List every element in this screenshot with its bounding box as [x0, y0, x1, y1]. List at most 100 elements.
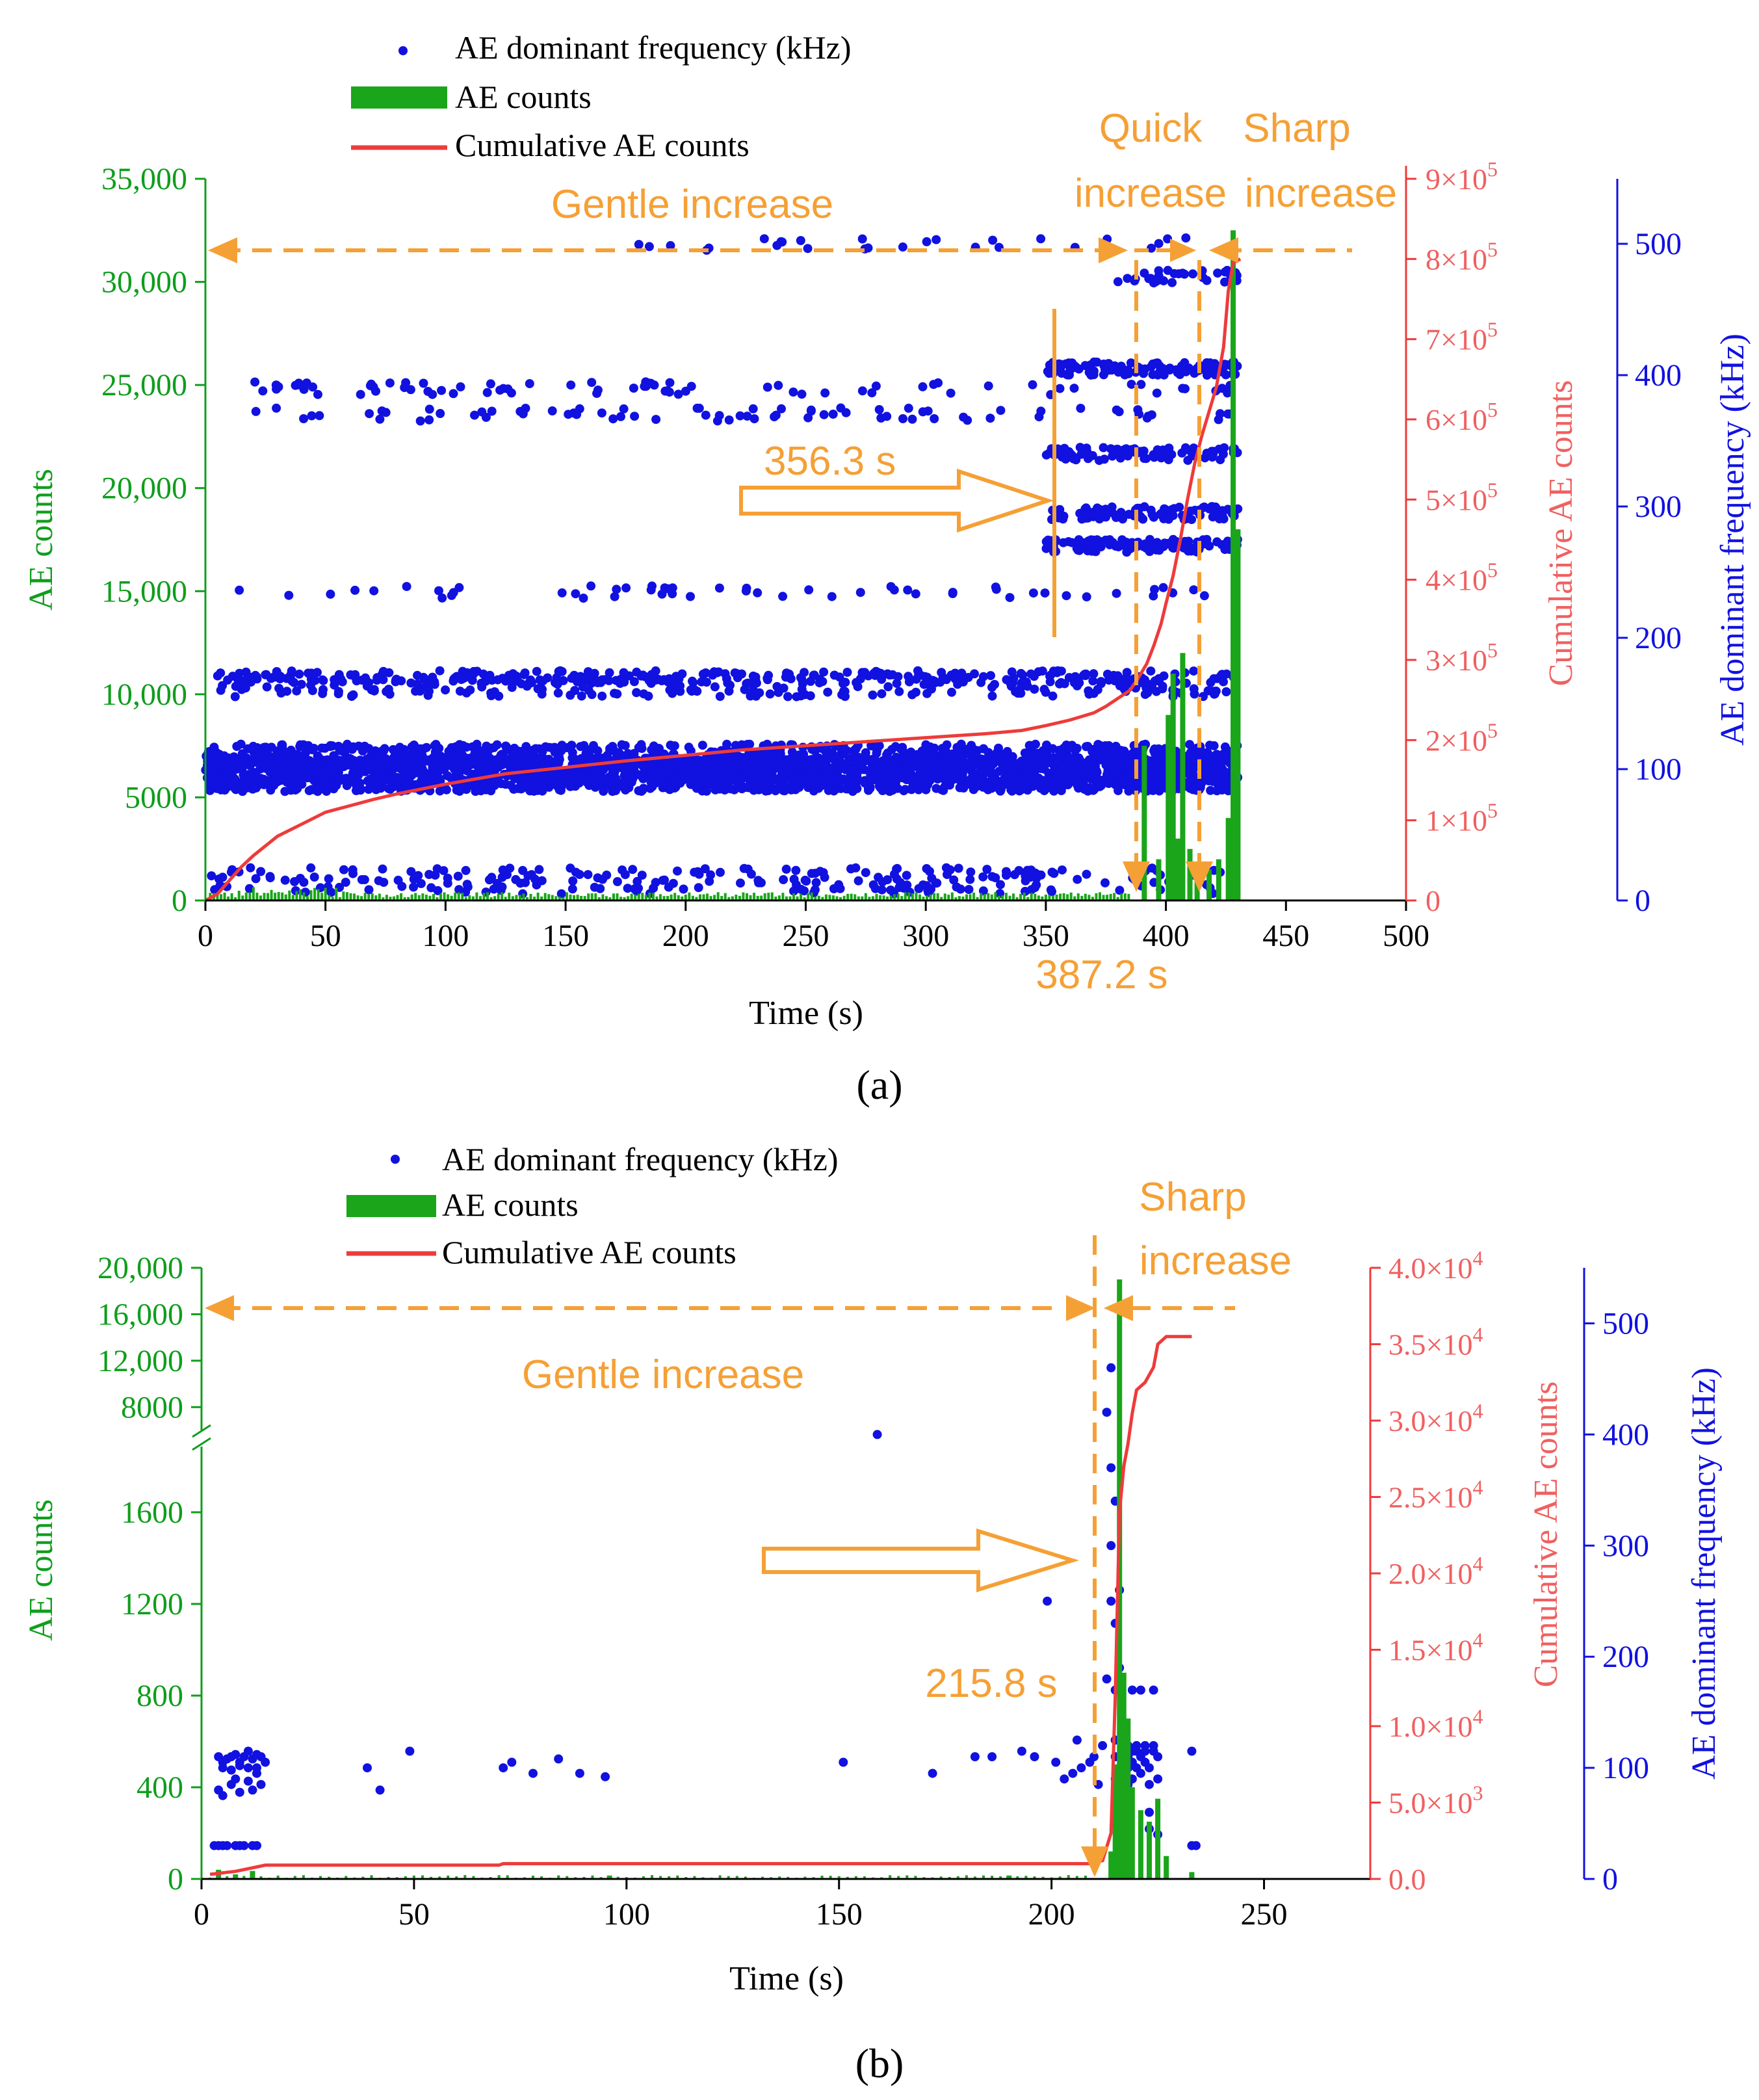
- frequency-point: [537, 876, 547, 886]
- frequency-point: [428, 761, 437, 770]
- frequency-point: [996, 406, 1006, 415]
- frequency-point: [478, 669, 488, 679]
- frequency-point: [886, 582, 896, 592]
- frequency-point: [826, 785, 835, 794]
- frequency-point: [554, 1754, 564, 1764]
- frequency-point: [800, 875, 810, 885]
- frequency-point: [608, 414, 618, 424]
- frequency-point: [1158, 363, 1168, 373]
- frequency-point: [756, 767, 766, 776]
- frequency-point: [1056, 666, 1066, 676]
- frequency-point: [400, 383, 410, 393]
- frequency-point: [378, 864, 387, 874]
- frequency-point: [275, 674, 285, 683]
- frequency-point: [415, 416, 425, 426]
- frequency-point: [1111, 542, 1121, 551]
- frequency-point: [1185, 740, 1195, 750]
- frequency-point: [222, 1841, 232, 1850]
- y-right2-tick-label: 100: [1635, 752, 1682, 787]
- frequency-point: [1126, 358, 1136, 368]
- x-tick-label: 0: [194, 1897, 209, 1932]
- frequency-point: [347, 744, 357, 754]
- frequency-point: [804, 585, 814, 595]
- frequency-point: [1000, 763, 1010, 772]
- frequency-point: [930, 414, 939, 423]
- frequency-point: [387, 780, 397, 789]
- frequency-point: [309, 744, 319, 753]
- frequency-point: [319, 774, 329, 783]
- frequency-point: [402, 757, 411, 767]
- frequency-point: [985, 413, 995, 423]
- frequency-point: [638, 774, 648, 783]
- frequency-point: [620, 741, 630, 750]
- frequency-point: [395, 742, 405, 752]
- frequency-point: [294, 751, 304, 760]
- frequency-point: [1124, 786, 1134, 796]
- frequency-point: [294, 669, 304, 679]
- frequency-point: [393, 875, 403, 885]
- frequency-point: [646, 778, 656, 787]
- panel-b: AE dominant frequency (kHz) AE counts Cu…: [23, 1141, 1723, 2086]
- frequency-point: [814, 774, 824, 784]
- frequency-point: [956, 753, 965, 763]
- frequency-point: [336, 761, 346, 771]
- frequency-point: [487, 676, 497, 685]
- frequency-point: [1036, 234, 1046, 244]
- frequency-point: [329, 751, 339, 761]
- frequency-point: [1106, 1463, 1116, 1473]
- frequency-point: [210, 746, 220, 755]
- frequency-point: [762, 382, 772, 392]
- frequency-point: [926, 746, 936, 756]
- frequency-point: [637, 871, 647, 880]
- legend-scatter-marker: [398, 46, 408, 55]
- frequency-point: [553, 679, 562, 689]
- frequency-point: [893, 783, 903, 793]
- y-right1-ticks-a: 01×1052×1053×1054×1055×1056×1057×1058×10…: [1406, 157, 1498, 917]
- legend-scatter-marker: [391, 1155, 400, 1164]
- frequency-point: [588, 774, 598, 784]
- gentle-arrow-right-head-a: [1099, 237, 1128, 263]
- frequency-point: [402, 582, 411, 592]
- frequency-point: [835, 672, 844, 682]
- frequency-point: [315, 411, 324, 421]
- frequency-point: [597, 675, 607, 685]
- frequency-point: [863, 243, 873, 253]
- frequency-point: [528, 1768, 538, 1778]
- frequency-point: [210, 885, 220, 895]
- frequency-point: [649, 741, 658, 751]
- frequency-point: [608, 742, 618, 752]
- frequency-point: [1077, 514, 1087, 524]
- frequency-point: [256, 1779, 266, 1789]
- frequency-point: [252, 745, 261, 755]
- x-tick-label: 400: [1143, 919, 1190, 953]
- frequency-point: [1068, 1768, 1078, 1778]
- frequency-point: [1108, 451, 1117, 461]
- frequency-point: [1093, 740, 1103, 749]
- frequency-point: [226, 1765, 236, 1775]
- frequency-point: [942, 776, 952, 785]
- gentle-arrow-left-head-a: [208, 237, 237, 263]
- frequency-point: [636, 787, 646, 796]
- frequency-point: [302, 773, 312, 783]
- frequency-point: [1074, 778, 1084, 788]
- frequency-point: [857, 234, 867, 244]
- frequency-point: [525, 379, 534, 389]
- frequency-point: [1154, 674, 1164, 683]
- frequency-point: [952, 882, 961, 892]
- frequency-point: [665, 378, 675, 387]
- frequency-point: [433, 886, 443, 895]
- frequency-point: [1159, 276, 1169, 285]
- frequency-point: [660, 386, 670, 396]
- frequency-point: [256, 867, 266, 876]
- frequency-point: [702, 677, 711, 687]
- x-tick-label: 500: [1383, 919, 1429, 953]
- frequency-point: [1033, 759, 1042, 769]
- frequency-point: [1141, 454, 1151, 464]
- frequency-point: [577, 691, 586, 701]
- frequency-point: [1219, 677, 1228, 687]
- frequency-point: [437, 386, 447, 395]
- frequency-point: [1156, 509, 1166, 519]
- frequency-point: [479, 763, 489, 772]
- frequency-point: [1150, 748, 1160, 758]
- annotations-a: Gentle increase Quick increase Sharp inc…: [208, 106, 1397, 997]
